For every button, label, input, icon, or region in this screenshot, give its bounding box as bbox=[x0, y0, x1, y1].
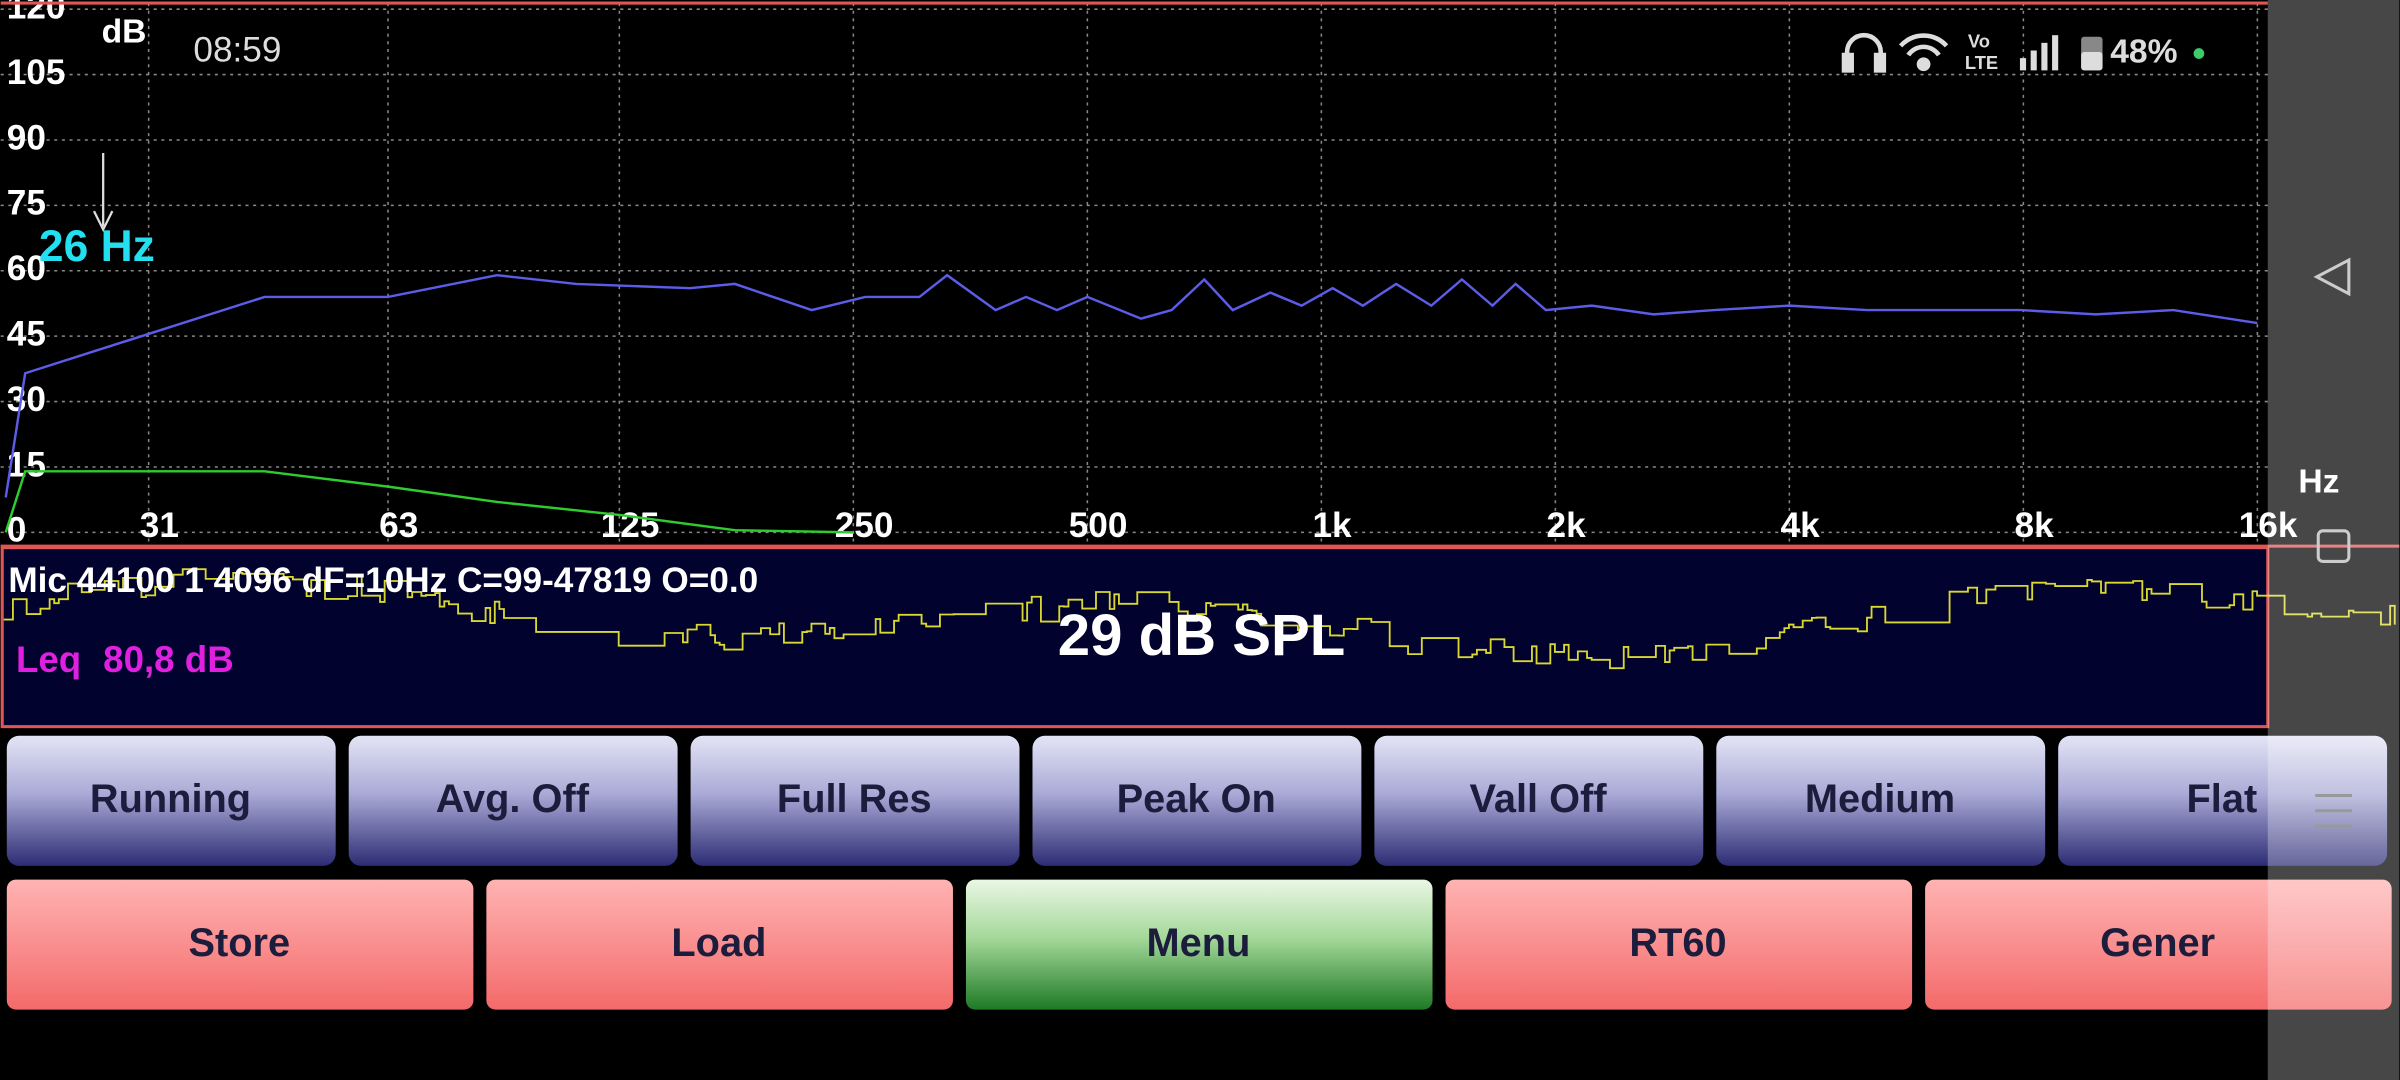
button-label[interactable]: Avg. Off bbox=[436, 777, 590, 821]
button-label[interactable]: Running bbox=[90, 777, 251, 821]
spl-readout: 29 dB SPL bbox=[1058, 603, 1345, 668]
headphones-icon bbox=[1844, 32, 1884, 65]
status-icons bbox=[1841, 32, 1949, 73]
x-tick-label: 125 bbox=[601, 506, 660, 545]
info-line: Mic 44100 1 4096 dF=10Hz C=99-47819 O=0.… bbox=[8, 561, 758, 600]
toggle-button[interactable] bbox=[1374, 735, 1704, 866]
toggle-button[interactable] bbox=[348, 735, 678, 866]
notification-dot bbox=[2193, 48, 2205, 59]
toggle-button[interactable] bbox=[1716, 735, 2046, 866]
y-tick-label: 45 bbox=[7, 314, 46, 353]
signal-bar bbox=[2052, 35, 2059, 71]
button-label[interactable]: Vall Off bbox=[1470, 777, 1608, 821]
toggle-button[interactable] bbox=[1032, 735, 1362, 866]
button-label[interactable]: Peak On bbox=[1117, 777, 1276, 821]
action-button[interactable] bbox=[486, 879, 953, 1010]
toggle-button[interactable] bbox=[2058, 735, 2388, 866]
status-time: 08:59 bbox=[193, 30, 281, 69]
volte-top: Vo bbox=[1968, 31, 1990, 52]
y-tick-label: 30 bbox=[7, 380, 46, 419]
y-tick-label: 105 bbox=[7, 53, 66, 92]
x-tick-label: 500 bbox=[1069, 506, 1128, 545]
button-label[interactable]: Flat bbox=[2187, 777, 2258, 821]
headphones-icon bbox=[1841, 52, 1854, 73]
toggle-button[interactable] bbox=[690, 735, 1020, 866]
action-button[interactable] bbox=[6, 879, 474, 1010]
spectrum-line bbox=[4, 273, 2258, 498]
signal-icon bbox=[2019, 35, 2059, 71]
y-unit: dB bbox=[102, 14, 147, 51]
battery-percent: 48% bbox=[2110, 33, 2177, 70]
toggle-button[interactable] bbox=[6, 735, 336, 866]
nav-bar bbox=[2267, 0, 2400, 1080]
x-unit: Hz bbox=[2298, 463, 2339, 500]
x-tick-label: 8k bbox=[2015, 506, 2055, 545]
action-button[interactable] bbox=[965, 879, 1433, 1010]
action-button[interactable] bbox=[1925, 879, 2392, 1010]
action-button[interactable] bbox=[1445, 879, 1913, 1010]
spectrum-line bbox=[4, 470, 854, 534]
x-tick-label: 16k bbox=[2239, 506, 2298, 545]
button-label[interactable]: Load bbox=[671, 921, 766, 965]
marker-arrow-head bbox=[92, 210, 114, 233]
button-area: Running Avg. Off Full Res Peak On Vall Off Me… bbox=[6, 735, 2392, 1010]
marker-label: 26 Hz bbox=[39, 222, 155, 271]
signal-bar bbox=[2030, 50, 2037, 71]
leq-value: 80,8 dB bbox=[103, 639, 234, 680]
y-tick-label: 90 bbox=[7, 118, 46, 157]
button-label[interactable]: Medium bbox=[1805, 777, 1955, 821]
wifi-icon bbox=[1898, 33, 1949, 57]
level-trace bbox=[3, 568, 2396, 670]
battery-level bbox=[2081, 52, 2103, 71]
y-tick-label: 60 bbox=[7, 249, 46, 288]
nav-recents[interactable] bbox=[2315, 793, 2352, 828]
nav-home[interactable] bbox=[2316, 529, 2351, 563]
x-tick-label: 4k bbox=[1781, 506, 1821, 545]
headphones-icon bbox=[1873, 52, 1887, 73]
wifi-icon bbox=[1916, 57, 1931, 72]
button-label[interactable]: Menu bbox=[1147, 921, 1251, 965]
x-tick-label: 31 bbox=[140, 506, 179, 545]
leq-label: Leq bbox=[16, 639, 81, 680]
x-tick-label: 250 bbox=[835, 506, 894, 545]
button-label[interactable]: RT60 bbox=[1629, 921, 1726, 965]
x-tick-label: 2k bbox=[1547, 506, 1587, 545]
button-label[interactable]: Full Res bbox=[777, 777, 932, 821]
x-tick-label: 63 bbox=[379, 506, 418, 545]
y-tick-label: 75 bbox=[7, 184, 46, 223]
signal-bar bbox=[2041, 42, 2048, 71]
info-panel bbox=[0, 546, 2270, 729]
y-tick-label: 0 bbox=[7, 511, 27, 550]
signal-bar bbox=[2019, 58, 2027, 71]
x-tick-label: 1k bbox=[1313, 506, 1353, 545]
button-label[interactable]: Gener bbox=[2100, 921, 2215, 965]
volte-bottom: LTE bbox=[1965, 52, 1998, 73]
button-label[interactable]: Store bbox=[188, 921, 290, 965]
nav-back[interactable] bbox=[2313, 257, 2351, 297]
